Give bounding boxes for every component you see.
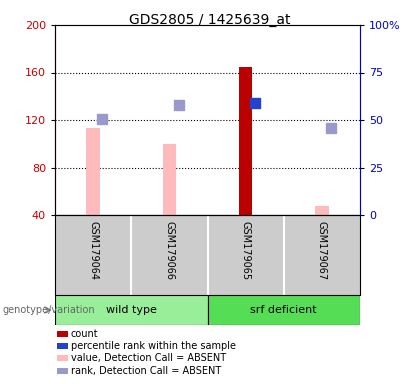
- Bar: [239, 66, 252, 215]
- Text: genotype/variation: genotype/variation: [2, 305, 95, 315]
- Point: [175, 101, 182, 108]
- Bar: [207, 295, 360, 325]
- Text: GSM179065: GSM179065: [241, 222, 251, 281]
- Text: GSM179066: GSM179066: [164, 222, 174, 280]
- Text: GSM179067: GSM179067: [317, 222, 327, 281]
- Text: count: count: [71, 329, 98, 339]
- Point: [328, 125, 334, 131]
- Bar: [86, 128, 100, 215]
- Text: srf deficient: srf deficient: [250, 305, 317, 315]
- Text: percentile rank within the sample: percentile rank within the sample: [71, 341, 236, 351]
- Point: [252, 100, 258, 106]
- Text: GSM179064: GSM179064: [88, 222, 98, 280]
- Text: rank, Detection Call = ABSENT: rank, Detection Call = ABSENT: [71, 366, 221, 376]
- Bar: [315, 205, 329, 215]
- Text: value, Detection Call = ABSENT: value, Detection Call = ABSENT: [71, 353, 226, 363]
- Bar: [163, 144, 176, 215]
- Text: wild type: wild type: [106, 305, 157, 315]
- Point: [99, 116, 106, 122]
- Bar: [55, 295, 207, 325]
- Text: GDS2805 / 1425639_at: GDS2805 / 1425639_at: [129, 13, 291, 27]
